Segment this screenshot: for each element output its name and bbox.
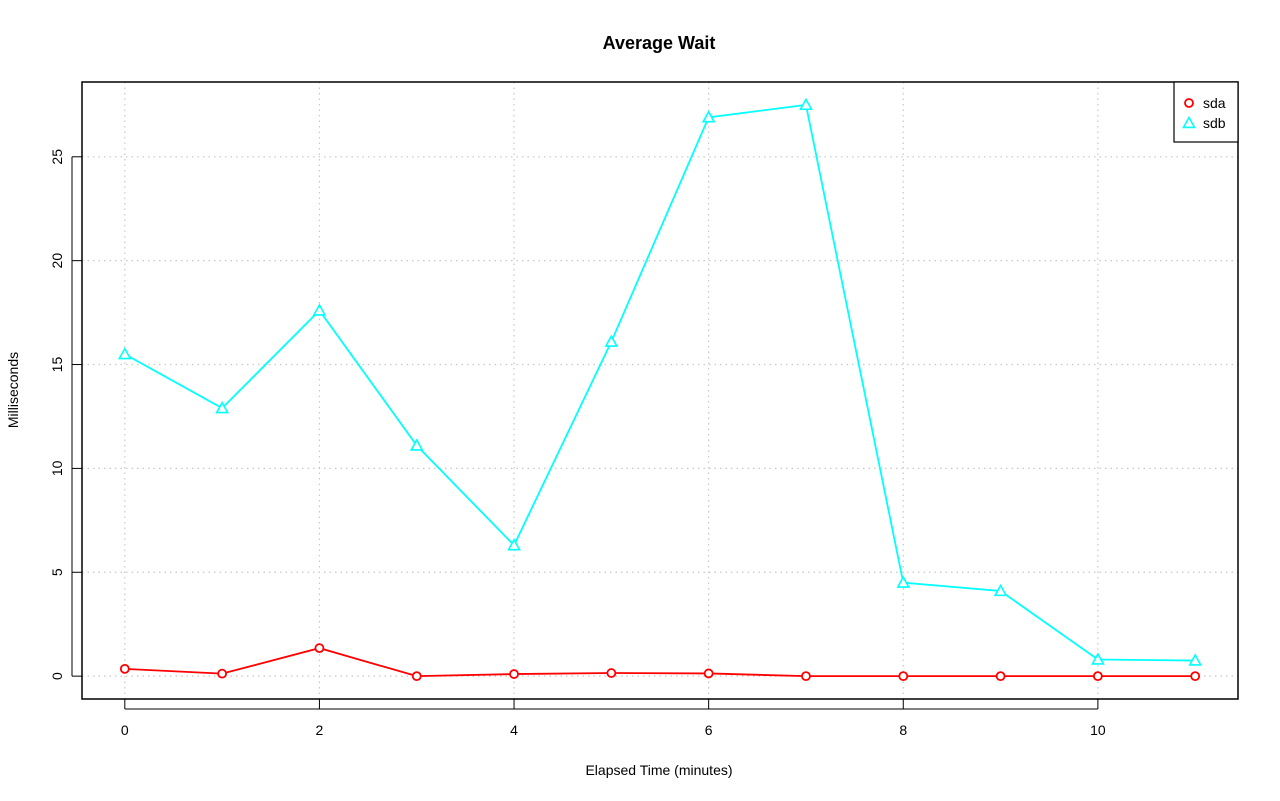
series-lines: [117, 97, 1203, 682]
x-tick-label: 4: [510, 722, 518, 738]
chart-title: Average Wait: [603, 33, 716, 53]
data-point-sda: [217, 668, 228, 679]
axes: 0 2 4 6 8 10 0 5 10 15 20 25: [49, 149, 1106, 738]
data-point-sdb: [409, 438, 424, 451]
legend-marker-sda: [1184, 98, 1194, 108]
x-tick-label: 2: [316, 722, 324, 738]
series-sdb: [117, 97, 1203, 666]
data-point-sdb: [215, 401, 229, 414]
y-axis-title: Milliseconds: [5, 352, 21, 428]
data-point-sdb: [799, 97, 813, 111]
data-point-sda: [995, 671, 1006, 682]
data-point-sdb: [507, 538, 521, 551]
x-tick-label: 0: [121, 722, 129, 738]
data-point-sdb: [312, 303, 327, 316]
x-tick-label: 10: [1090, 722, 1106, 738]
legend-label-sdb: sdb: [1203, 115, 1226, 131]
x-tick-label: 6: [705, 722, 713, 738]
y-tick-label: 0: [49, 672, 65, 680]
data-point-sda: [314, 643, 325, 654]
data-point-sda: [509, 669, 519, 679]
series-line-sdb: [124, 103, 1196, 662]
x-axis-title: Elapsed Time (minutes): [585, 762, 732, 778]
data-point-sdb: [604, 334, 619, 347]
series-line-sda: [124, 647, 1196, 678]
legend-box: [1173, 81, 1239, 143]
y-tick-label: 15: [49, 357, 65, 373]
data-point-sdb: [117, 346, 132, 360]
data-point-sda: [801, 671, 811, 682]
data-point-sda: [119, 663, 130, 674]
data-point-sdb: [993, 583, 1008, 597]
data-point-sda: [703, 668, 714, 679]
series-sda: [119, 643, 1201, 682]
plot-frame: [81, 81, 1239, 700]
y-tick-label: 25: [49, 149, 65, 165]
data-point-sda: [1092, 671, 1103, 682]
data-point-sdb: [896, 575, 911, 588]
legend-label-sda: sda: [1203, 95, 1226, 111]
y-tick-label: 5: [49, 568, 65, 576]
y-tick-label: 20: [49, 253, 65, 269]
grid-lines: [82, 82, 1238, 699]
x-tick-label: 8: [899, 722, 907, 738]
data-point-sdb: [1188, 653, 1203, 666]
data-point-sda: [411, 671, 422, 682]
data-point-sdb: [701, 110, 716, 123]
data-point-sda: [1190, 671, 1201, 682]
legend: sda sdb: [1173, 81, 1239, 143]
data-point-sdb: [1091, 652, 1105, 665]
data-point-sda: [898, 671, 909, 682]
y-tick-label: 10: [49, 460, 65, 476]
legend-marker-sdb: [1182, 115, 1196, 129]
data-point-sda: [606, 668, 617, 678]
